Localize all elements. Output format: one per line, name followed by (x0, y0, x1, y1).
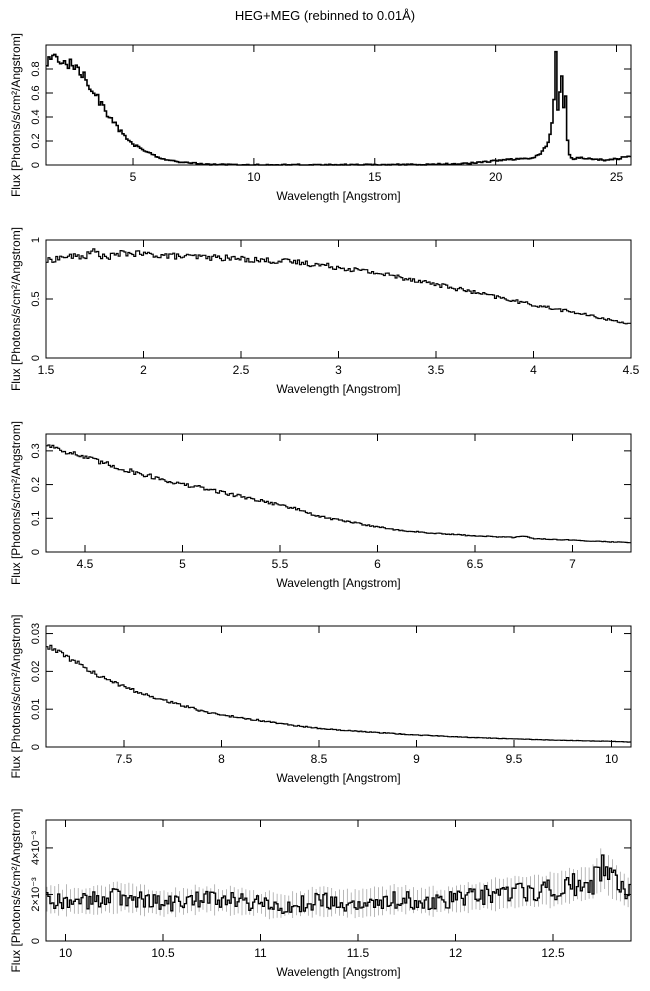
x-tick-label: 10 (59, 946, 73, 960)
spectrum-line (46, 248, 631, 325)
y-tick-label: 0.4 (30, 109, 42, 124)
x-tick-label: 8.5 (311, 752, 328, 766)
x-axis-label: Wavelength [Angstrom] (276, 965, 400, 979)
x-tick-label: 2 (140, 363, 147, 377)
x-tick-label: 9.5 (506, 752, 523, 766)
x-tick-label: 7.5 (116, 752, 133, 766)
x-tick-label: 5.5 (272, 557, 289, 571)
x-tick-label: 10 (605, 752, 619, 766)
y-tick-label: 0.2 (30, 133, 42, 148)
x-tick-label: 6 (374, 557, 381, 571)
x-tick-label: 3 (335, 363, 342, 377)
spectrum-line (46, 50, 631, 166)
y-tick-label: 0.02 (30, 661, 42, 682)
x-axis-label: Wavelength [Angstrom] (276, 382, 400, 396)
x-tick-label: 9 (413, 752, 420, 766)
y-tick-label: 0.3 (30, 443, 42, 458)
y-axis-label: Flux [Photons/s/cm²/Angstrom] (9, 808, 23, 972)
plot-frame (45, 433, 632, 553)
y-axis-label: Flux [Photons/s/cm²/Angstrom] (9, 227, 23, 391)
panel-5: 10 10.5 11 11.5 12 12.5 0 2×10⁻³ 4×10⁻³ Wavelengt… (9, 808, 632, 979)
y-tick-label: 0.2 (30, 477, 42, 492)
x-tick-label: 5 (130, 170, 137, 184)
x-tick-label: 25 (610, 170, 624, 184)
x-axis-label: Wavelength [Angstrom] (276, 771, 400, 785)
x-tick-label: 1.5 (38, 363, 55, 377)
y-tick-label: 0 (30, 938, 42, 944)
x-tick-label: 15 (368, 170, 382, 184)
y-tick-label: 0 (30, 744, 42, 750)
y-tick-label: 0.1 (30, 511, 42, 526)
panel-2: 1.5 2 2.5 3 3.5 4 4.5 0 0.5 1 Wavelength [Angstrom… (9, 227, 640, 396)
x-tick-label: 2.5 (233, 363, 250, 377)
x-tick-label: 4 (530, 363, 537, 377)
error-bars (46, 848, 629, 920)
y-axis-label: Flux [Photons/s/cm²/Angstrom] (9, 33, 23, 197)
y-tick-label: 1 (30, 237, 42, 243)
panel-3: 4.5 5 5.5 6 6.5 7 0 0.1 0.2 0.3 Wavelength [Angstr… (9, 421, 632, 590)
y-tick-label: 0.5 (30, 291, 42, 306)
x-tick-label: 5 (179, 557, 186, 571)
x-tick-label: 8 (218, 752, 225, 766)
figure-title: HEG+MEG (rebinned to 0.01Å) (234, 8, 416, 23)
spectrum-line (46, 444, 631, 544)
y-tick-label: 0 (30, 355, 42, 361)
panel-4: 7.5 8 8.5 9 9.5 10 0 0.01 0.02 0.03 Wavelength [An… (9, 614, 632, 785)
y-axis-label: Flux [Photons/s/cm²/Angstrom] (9, 421, 23, 585)
x-tick-label: 11 (254, 946, 267, 960)
y-tick-label: 2×10⁻³ (30, 877, 42, 912)
y-tick-label: 0.6 (30, 85, 42, 100)
plot-frame (45, 625, 632, 748)
spectrum-line (46, 854, 631, 915)
x-axis-label: Wavelength [Angstrom] (276, 189, 400, 203)
y-tick-label: 0.01 (30, 698, 42, 719)
y-axis-label: Flux [Photons/s/cm²/Angstrom] (9, 614, 23, 778)
x-tick-label: 4.5 (623, 363, 640, 377)
spectrum-line (46, 644, 631, 743)
y-tick-label: 4×10⁻³ (30, 830, 42, 865)
x-tick-label: 4.5 (77, 557, 94, 571)
x-tick-label: 3.5 (428, 363, 445, 377)
x-tick-label: 12 (449, 946, 463, 960)
x-tick-label: 7 (569, 557, 576, 571)
plot-frame (45, 239, 632, 359)
x-tick-label: 12.5 (541, 946, 565, 960)
y-tick-label: 0 (30, 549, 42, 555)
x-tick-label: 6.5 (467, 557, 484, 571)
x-tick-label: 11.5 (347, 946, 370, 960)
x-axis-label: Wavelength [Angstrom] (276, 576, 400, 590)
plot-frame (45, 819, 632, 942)
panel-1: 5 10 15 20 25 0 0.2 0.4 0.6 0.8 Wavelength [Angstr… (9, 33, 632, 203)
x-tick-label: 10.5 (151, 946, 175, 960)
x-tick-label: 20 (489, 170, 503, 184)
y-tick-label: 0 (30, 162, 42, 168)
x-tick-label: 10 (247, 170, 261, 184)
y-tick-label: 0.03 (30, 623, 42, 644)
plot-frame (45, 44, 632, 166)
y-tick-label: 0.8 (30, 61, 42, 76)
